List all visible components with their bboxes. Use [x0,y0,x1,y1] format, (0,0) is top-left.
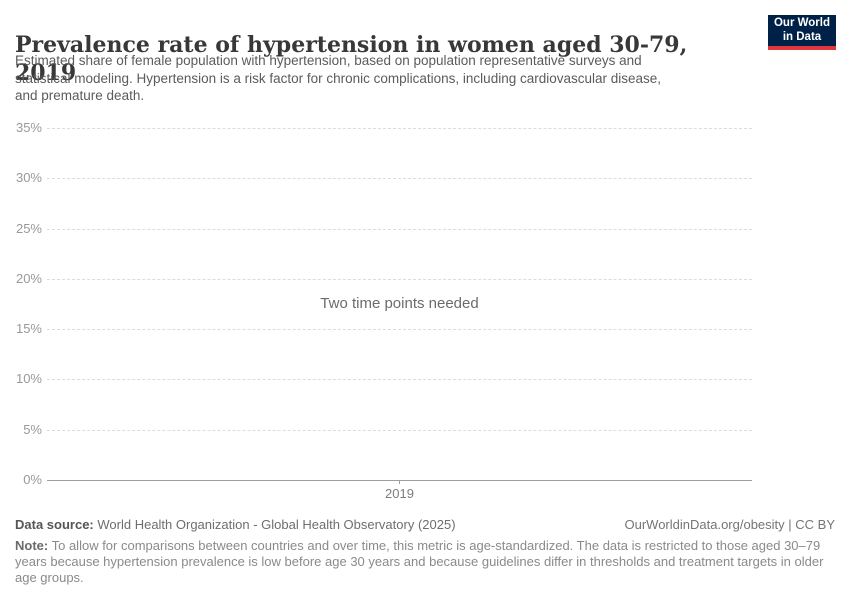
y-axis-tick-label: 0% [23,472,42,487]
x-axis-tick-mark [399,480,400,484]
horizontal-gridline [47,279,752,280]
horizontal-gridline [47,178,752,179]
y-axis-tick-label: 10% [15,371,42,386]
horizontal-gridline [47,379,752,380]
note-block: Note: To allow for comparisons between c… [15,538,837,585]
subtitle-line: statistical modeling. Hypertension is a … [15,70,662,86]
y-axis-tick-label: 30% [15,170,42,185]
owid-logo[interactable]: Our World in Data [768,15,836,50]
chart-subtitle: Estimated share of female population wit… [15,52,745,105]
note-label: Note: [15,538,49,553]
empty-state-message: Two time points needed [320,295,479,312]
owid-logo-text-line2: in Data [782,30,822,43]
note-line: years because hypertension prevalence is… [15,553,824,569]
owid-logo-text-line1: Our World [773,17,830,29]
chart-title: Prevalence rate of hypertension in women… [15,31,688,86]
y-axis-tick-label: 5% [23,422,42,437]
data-source-row: Data source: World Health Organization -… [15,517,835,533]
horizontal-gridline [47,229,752,230]
attribution-link[interactable]: OurWorldinData.org/obesity | CC BY [624,517,836,532]
subtitle-line: and premature death. [15,88,145,103]
horizontal-gridline [47,329,752,330]
note-line: age groups. [15,569,84,585]
x-axis-line [47,480,752,481]
y-axis-tick-label: 35% [15,120,42,135]
x-axis-tick-label: 2019 [385,486,414,501]
horizontal-gridline [47,430,752,431]
y-axis-tick-label: 20% [15,271,42,286]
horizontal-gridline [47,128,752,129]
subtitle-line: Estimated share of female population wit… [15,53,642,68]
note-line: Note: To allow for comparisons between c… [15,538,837,554]
y-axis-tick-label: 25% [15,221,42,236]
data-source-value: World Health Organization - Global Healt… [97,517,456,532]
note-text: To allow for comparisons between countri… [51,538,821,553]
data-source-label: Data source: [15,517,94,532]
y-axis-tick-label: 15% [15,321,42,336]
